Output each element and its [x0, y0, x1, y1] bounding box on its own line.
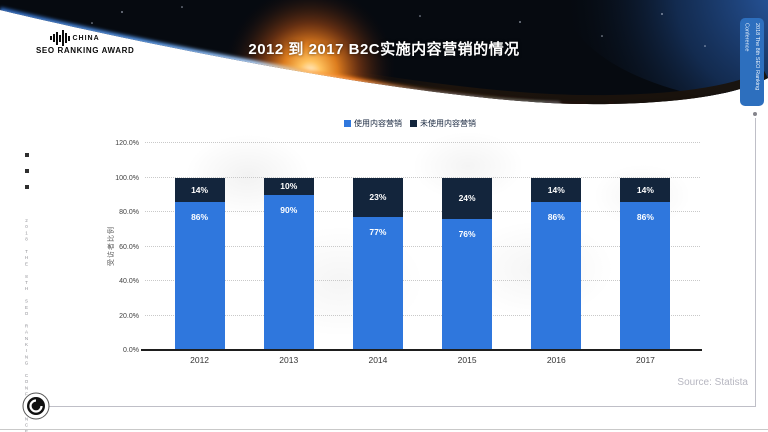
y-tick-label: 60.0% [119, 243, 139, 251]
logo-text-china: CHINA [72, 34, 100, 42]
value-label: 24% [458, 193, 476, 204]
value-label: 14% [636, 184, 654, 195]
legend-item: 使用内容营销 [344, 118, 402, 129]
bar-2013: 10% 90% [263, 177, 314, 350]
gridline [145, 211, 700, 212]
value-label: 14% [191, 184, 209, 195]
y-tick-label: 120.0% [115, 140, 139, 147]
x-tick-label: 2014 [368, 355, 388, 365]
conference-side-tab: 2018 The 8th SEO Ranking Conference [740, 18, 764, 106]
segment-used: 86% [174, 201, 225, 350]
value-label: 86% [191, 211, 209, 222]
x-tick-label: 2012 [190, 355, 210, 365]
conference-vertical-text: 2018 THE 8TH SEO RANKING CONFERENCE [24, 218, 29, 432]
gridline [145, 314, 700, 316]
value-label: 76% [458, 228, 476, 239]
legend-swatch-icon [410, 120, 417, 127]
frame-line-bottom [48, 406, 756, 407]
frame-line-right [755, 118, 756, 407]
segment-used: 90% [263, 194, 314, 350]
value-label: 14% [547, 184, 565, 195]
bar-2017: 14% 86% [620, 177, 671, 350]
y-tick-label: 0.0% [123, 347, 139, 354]
frame-dot [753, 112, 757, 116]
legend-label: 未使用内容营销 [420, 119, 476, 128]
legend-swatch-icon [344, 120, 351, 127]
bullet-dots [25, 153, 29, 201]
earth-space-banner-image [0, 0, 768, 105]
bar-2016: 14% 86% [531, 177, 582, 350]
segment-used: 86% [531, 201, 582, 350]
x-tick-label: 2016 [546, 355, 566, 365]
value-label: 10% [280, 181, 298, 192]
bar-2012: 14% 86% [174, 177, 225, 350]
segment-unused: 24% [442, 177, 493, 219]
bar-2015: 24% 76% [442, 177, 493, 350]
gridline [145, 176, 700, 178]
segment-unused: 14% [620, 177, 671, 202]
y-tick-label: 40.0% [119, 278, 139, 285]
y-tick-label: 100.0% [115, 174, 139, 182]
equalizer-bars-icon [50, 30, 70, 46]
logo-text-seo-ranking-award: SEO RANKING AWARD [36, 46, 135, 55]
chart-legend: 使用内容营销 未使用内容营销 [100, 118, 720, 129]
y-tick-label: 20.0% [119, 312, 139, 320]
segment-used: 76% [442, 218, 493, 350]
segment-unused: 23% [352, 177, 403, 218]
bar-2014: 23% 77% [352, 177, 403, 350]
bars-layer: 14% 86% 10% 90% 23% 77% 24% 76% 14% 86% 14% 86% [155, 143, 690, 350]
segment-unused: 14% [174, 177, 225, 202]
gridline [145, 280, 700, 281]
source-credit: Source: Statista [677, 377, 748, 388]
x-tick-label: 2015 [457, 355, 477, 365]
x-axis-labels: 2012 2013 2014 2015 2016 2017 [155, 355, 690, 365]
value-label: 23% [369, 192, 387, 203]
y-tick-label: 80.0% [119, 209, 139, 216]
gridline [145, 142, 700, 143]
value-label: 90% [280, 204, 298, 215]
segment-used: 77% [352, 217, 403, 350]
segment-unused: 14% [531, 177, 582, 202]
plot-area: 14% 86% 10% 90% 23% 77% 24% 76% 14% 86% 14% 86% [141, 142, 702, 351]
y-axis-ticks: 0.0% 20.0% 40.0% 60.0% 80.0% 100.0% 120.0% [100, 140, 141, 354]
x-tick-label: 2017 [635, 355, 655, 365]
legend-label: 使用内容营销 [354, 119, 402, 128]
gridline [145, 245, 700, 247]
value-label: 86% [547, 211, 565, 222]
x-axis-line [141, 349, 702, 351]
slide-title: 2012 到 2017 B2C实施内容营销的情况 [248, 41, 520, 58]
x-tick-label: 2013 [279, 355, 299, 365]
segment-used: 86% [620, 201, 671, 350]
segment-unused: 10% [263, 177, 314, 195]
slide-bottom-edge [0, 429, 768, 430]
stacked-bar-chart: 使用内容营销 未使用内容营销 受访者比例 0.0% 20.0% 40.0% 60.0% 8… [100, 112, 720, 374]
value-label: 86% [636, 211, 654, 222]
conference-circle-logo [22, 392, 50, 420]
china-seo-ranking-award-logo: CHINA SEO RANKING AWARD [36, 30, 134, 55]
legend-item: 未使用内容营销 [410, 118, 476, 129]
value-label: 77% [369, 227, 387, 238]
